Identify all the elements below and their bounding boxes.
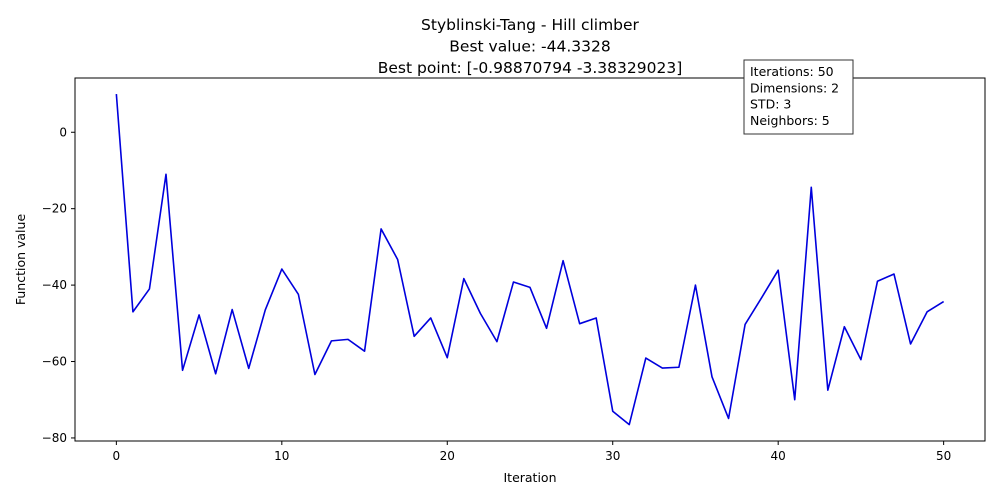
y-tick-label: 0 bbox=[59, 125, 67, 139]
chart-title-line: Styblinski-Tang - Hill climber bbox=[421, 16, 640, 34]
info-box-line: STD: 3 bbox=[750, 97, 791, 112]
info-box-line: Neighbors: 5 bbox=[750, 113, 830, 128]
series-line bbox=[115, 93, 945, 426]
x-tick-label: 20 bbox=[440, 449, 455, 463]
y-tick-label: −60 bbox=[42, 355, 67, 369]
info-box-line: Iterations: 50 bbox=[750, 64, 834, 79]
info-box-line: Dimensions: 2 bbox=[750, 80, 839, 95]
x-tick-label: 30 bbox=[605, 449, 620, 463]
chart-title-line: Best point: [-0.98870794 -3.38329023] bbox=[378, 59, 683, 77]
x-tick-label: 40 bbox=[771, 449, 786, 463]
y-tick-label: −80 bbox=[42, 431, 67, 445]
chart-title-line: Best value: -44.3328 bbox=[449, 38, 610, 56]
chart-title: Styblinski-Tang - Hill climber Best value… bbox=[378, 16, 683, 77]
x-tick-label: 10 bbox=[274, 449, 289, 463]
x-tick-label: 50 bbox=[936, 449, 951, 463]
x-tick-label: 0 bbox=[113, 449, 121, 463]
y-tick-label: −40 bbox=[42, 278, 67, 292]
y-tick-label: −20 bbox=[42, 202, 67, 216]
info-box-frame bbox=[743, 59, 854, 135]
plot-area bbox=[74, 77, 986, 442]
axis-ticks: 0 10 20 30 40 50 0 −20 −40 −60 −80 bbox=[42, 125, 952, 463]
y-axis-label: Function value bbox=[13, 214, 28, 306]
x-axis-label: Iteration bbox=[503, 470, 556, 485]
